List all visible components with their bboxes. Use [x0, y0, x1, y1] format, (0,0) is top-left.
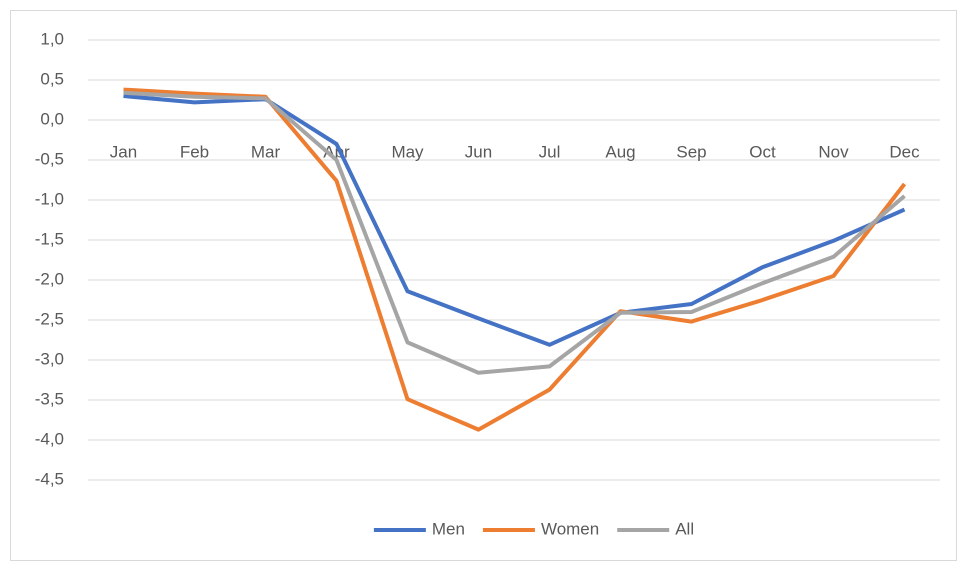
x-tick-label: May	[391, 142, 424, 161]
y-tick-label: -1,0	[35, 189, 64, 208]
x-tick-label: Oct	[749, 142, 776, 161]
x-tick-label: Sep	[676, 142, 706, 161]
x-tick-label: Aug	[605, 142, 635, 161]
legend-label: All	[675, 519, 694, 538]
y-tick-label: 0,5	[40, 69, 64, 88]
y-tick-label: -0,5	[35, 149, 64, 168]
y-tick-label: 1,0	[40, 29, 64, 48]
y-tick-label: 0,0	[40, 109, 64, 128]
x-tick-label: Dec	[889, 142, 920, 161]
y-tick-label: -1,5	[35, 229, 64, 248]
legend-label: Women	[541, 519, 599, 538]
y-tick-label: -4,0	[35, 429, 64, 448]
x-tick-label: Jan	[110, 142, 137, 161]
x-tick-label: Nov	[818, 142, 849, 161]
y-tick-label: -2,5	[35, 309, 64, 328]
y-tick-label: -4,5	[35, 469, 64, 488]
chart-border	[10, 10, 957, 561]
y-tick-label: -2,0	[35, 269, 64, 288]
x-tick-label: Feb	[180, 142, 209, 161]
line-series	[123, 90, 906, 375]
x-tick-label: Jul	[539, 142, 561, 161]
y-tick-label: -3,5	[35, 389, 64, 408]
x-tick-label: Jun	[465, 142, 492, 161]
x-tick-label: Mar	[251, 142, 281, 161]
y-tick-label: -3,0	[35, 349, 64, 368]
legend-label: Men	[432, 519, 465, 538]
